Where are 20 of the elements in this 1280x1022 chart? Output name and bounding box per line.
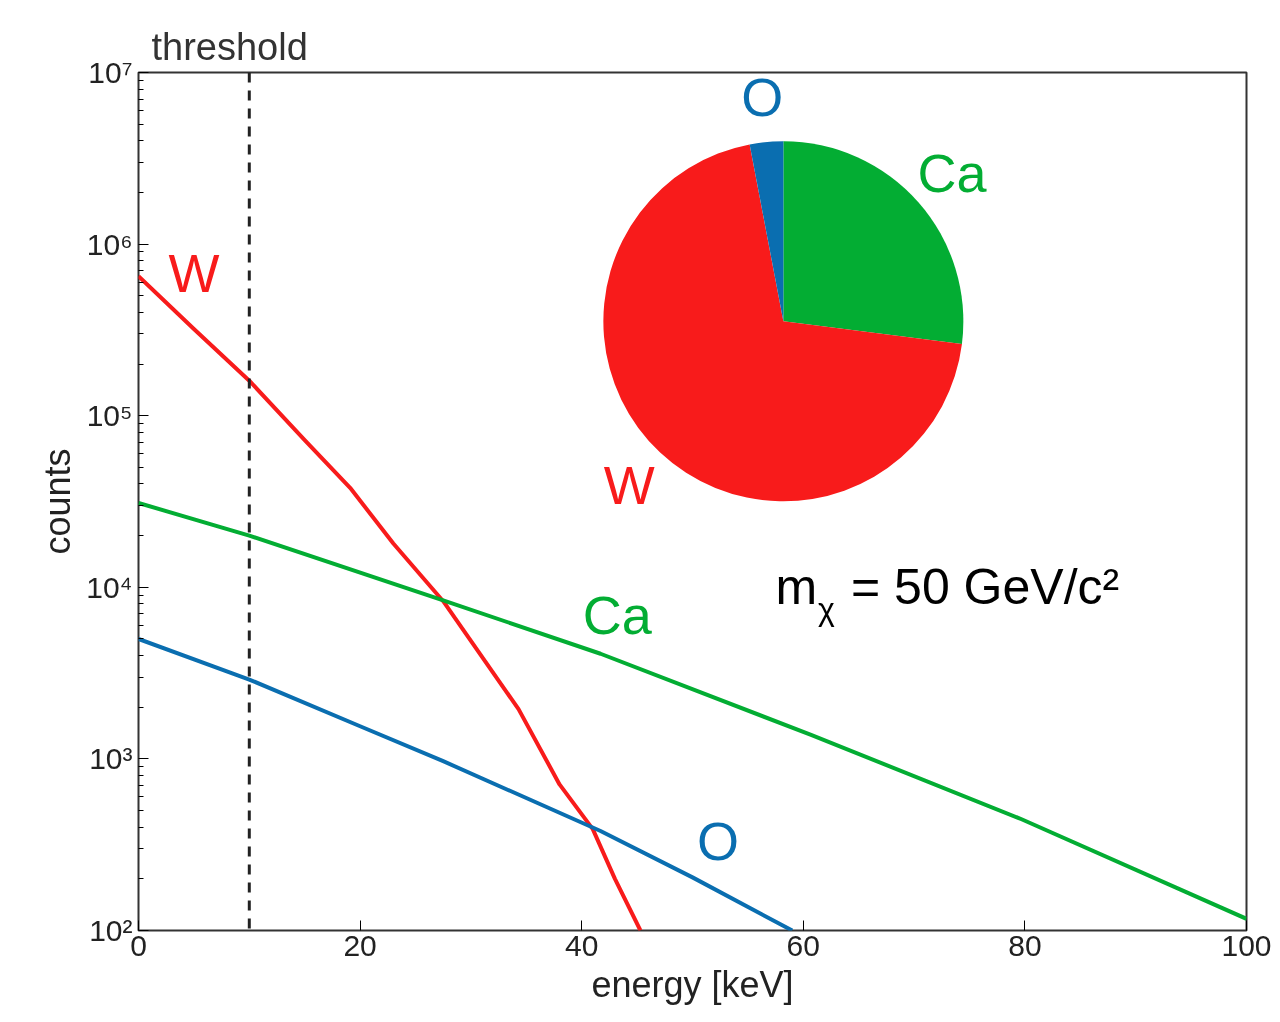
y-tick-label: 10³ xyxy=(89,742,133,776)
x-tick-label: 60 xyxy=(786,928,820,962)
x-tick-label: 100 xyxy=(1221,928,1272,962)
x-tick-label: 40 xyxy=(565,928,599,962)
x-tick-label: 80 xyxy=(1008,928,1042,962)
y-axis-title: counts xyxy=(37,448,79,555)
x-axis-title: energy [keV] xyxy=(591,963,794,1005)
series-label: O xyxy=(696,811,739,872)
y-tick-label: 10⁵ xyxy=(86,399,133,433)
x-tick-label: 20 xyxy=(343,928,377,962)
y-tick-label: 10⁶ xyxy=(86,227,133,261)
ref-line-label: threshold xyxy=(151,25,308,68)
series-label: Ca xyxy=(582,584,653,645)
series-label: W xyxy=(168,243,220,304)
y-tick-label: 10⁷ xyxy=(88,56,133,89)
y-tick-label: 10⁴ xyxy=(86,570,133,604)
slice-label: W xyxy=(603,455,655,516)
line-series xyxy=(138,636,795,931)
slice-label: Ca xyxy=(917,142,988,203)
slice-label: O xyxy=(741,67,784,128)
